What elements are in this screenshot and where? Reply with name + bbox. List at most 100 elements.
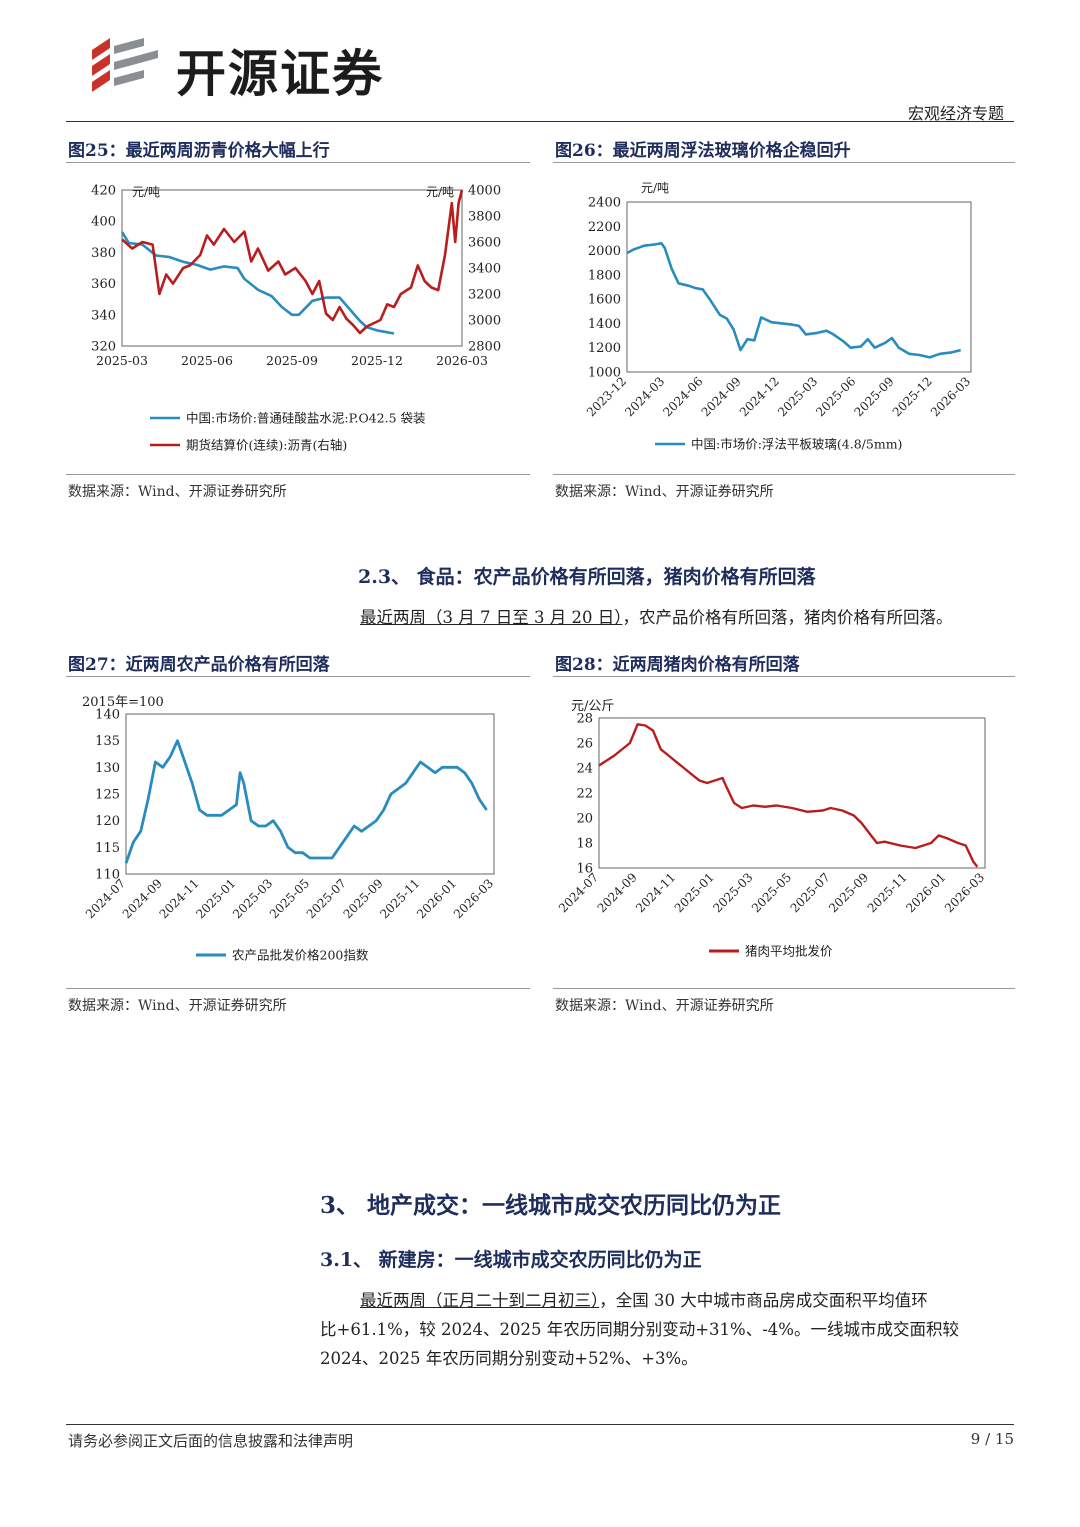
fig26-x-tick-4: 2024-12 — [737, 374, 782, 419]
fig25-source: 数据来源：Wind、开源证券研究所 — [68, 484, 287, 500]
fig25-left-tick-2: 360 — [91, 277, 116, 292]
fig28-plot-frame — [598, 717, 986, 869]
report-type-label: 宏观经济专题 — [907, 104, 1004, 123]
fig28-y-tick-1: 18 — [576, 837, 593, 852]
fig26-y-tick-6: 2200 — [588, 220, 621, 235]
fig25-left-tick-1: 340 — [91, 308, 116, 323]
fig25-left-tick-3: 380 — [91, 246, 116, 261]
fig27-y-tick-4: 130 — [95, 761, 120, 776]
fig28-y-tick-3: 22 — [576, 787, 593, 802]
fig27-x-tick-6: 2025-07 — [304, 876, 349, 921]
fig28-x-tick-0: 2024-07 — [556, 870, 601, 915]
fig26-legend-glass-label: 中国:市场价:浮法平板玻璃(4.8/5mm) — [691, 437, 902, 452]
fig27-x-tick-10: 2026-03 — [451, 876, 496, 921]
fig25-right-unit: 元/吨 — [426, 185, 454, 199]
section-2-3-text: ，农产品价格有所回落，猪肉价格有所回落。 — [622, 608, 953, 627]
fig25-right-tick-5: 3800 — [468, 210, 501, 225]
fig26-x-tick-8: 2025-12 — [890, 374, 935, 419]
fig28-chart: 元/公斤161820222426282024-072024-092024-112… — [556, 699, 987, 959]
fig28-x-tick-6: 2025-07 — [788, 870, 833, 915]
fig27-source-rule — [66, 988, 530, 989]
fig26-y-tick-7: 2400 — [588, 196, 621, 211]
page-number: 9 / 15 — [970, 1430, 1014, 1448]
fig27-x-tick-4: 2025-03 — [230, 876, 275, 921]
fig26-y-tick-3: 1600 — [588, 293, 621, 308]
fig27-x-tick-1: 2024-09 — [120, 876, 165, 921]
fig26-x-tick-9: 2026-03 — [928, 374, 973, 419]
fig27-x-tick-3: 2025-01 — [193, 876, 238, 921]
fig26-plot-frame — [626, 201, 972, 373]
fig25-right-tick-6: 4000 — [468, 184, 501, 199]
fig26-series-glass — [626, 242, 962, 359]
brand-name: 开源证券 — [176, 45, 384, 103]
fig28-x-tick-7: 2025-09 — [826, 870, 871, 915]
fig26-x-tick-0: 2023-12 — [584, 374, 629, 419]
fig25-legend-cement-label: 中国:市场价:普通硅酸盐水泥:P.O42.5 袋装 — [186, 411, 426, 426]
section-3-1-line-1-text: ，全国 30 大中城市商品房成交面积平均值环 — [599, 1291, 928, 1310]
fig25-x-tick-4: 2026-03 — [436, 353, 488, 368]
section-3-1-paragraph: 最近两周（正月二十到二月初三），全国 30 大中城市商品房成交面积平均值环 比+… — [320, 1286, 1020, 1373]
fig26-source-rule — [553, 474, 1015, 475]
fig27-title: 图27：近两周农产品价格有所回落 — [68, 655, 330, 675]
fig27-x-tick-2: 2024-11 — [157, 876, 202, 921]
section-3-1-line-1: 最近两周（正月二十到二月初三），全国 30 大中城市商品房成交面积平均值环 — [320, 1286, 1020, 1315]
fig25-left-tick-4: 400 — [91, 215, 116, 230]
fig27-source: 数据来源：Wind、开源证券研究所 — [68, 998, 287, 1014]
fig25-series-asphalt — [121, 189, 464, 335]
fig25-source-rule — [66, 474, 530, 475]
fig28-x-tick-2: 2024-11 — [633, 870, 678, 915]
fig27-x-tick-5: 2025-05 — [267, 876, 312, 921]
section-3-heading: 3、 地产成交：一线城市成交农历同比仍为正 — [320, 1192, 782, 1219]
fig25-series-cement — [120, 231, 395, 335]
header-rule — [66, 121, 1014, 122]
fig28-series-pork — [598, 723, 979, 868]
fig26-x-tick-7: 2025-09 — [852, 374, 897, 419]
fig28-legend-pork-label: 猪肉平均批发价 — [745, 944, 833, 959]
fig28-y-tick-2: 20 — [576, 812, 593, 827]
fig27-x-tick-9: 2026-01 — [414, 876, 459, 921]
fig27-plot-frame — [125, 713, 495, 875]
fig27-unit: 2015年=100 — [82, 695, 164, 710]
fig27-y-tick-1: 115 — [95, 841, 120, 856]
fig25-title: 图25：最近两周沥青价格大幅上行 — [68, 141, 330, 161]
fig28-x-tick-10: 2026-03 — [942, 870, 987, 915]
fig25-title-rule — [66, 162, 530, 163]
fig25-legend-asphalt-label: 期货结算价(连续):沥青(右轴) — [186, 438, 347, 453]
fig26-x-tick-2: 2024-06 — [660, 374, 705, 419]
fig25-right-tick-1: 3000 — [468, 314, 501, 329]
fig27-legend-agri-label: 农产品批发价格200指数 — [232, 948, 369, 963]
footer-disclaimer: 请务必参阅正文后面的信息披露和法律声明 — [68, 1432, 354, 1450]
fig25-left-tick-0: 320 — [91, 340, 116, 355]
section-2-3-paragraph: 最近两周（3 月 7 日至 3 月 20 日），农产品价格有所回落，猪肉价格有所… — [360, 603, 952, 632]
fig27-chart: 2015年=1001101151201251301351402024-07202… — [82, 695, 496, 963]
section-3-1-heading: 3.1、 新建房：一线城市成交农历同比仍为正 — [320, 1249, 702, 1271]
fig26-title-rule — [553, 162, 1015, 163]
fig26-y-tick-4: 1800 — [588, 268, 621, 283]
fig28-x-tick-1: 2024-09 — [595, 870, 640, 915]
fig27-y-tick-0: 110 — [95, 868, 120, 883]
fig28-x-tick-5: 2025-05 — [749, 870, 794, 915]
fig25-plot-frame — [121, 189, 463, 347]
section-3-1-period: 最近两周（正月二十到二月初三） — [360, 1291, 600, 1310]
fig26-chart: 元/吨 1000 1200 1400 1600 1800 2000 2200 2400 2023-… — [584, 181, 973, 452]
fig26-unit: 元/吨 — [641, 181, 669, 195]
section-2-3-period: 最近两周（3 月 7 日至 3 月 20 日） — [360, 608, 623, 627]
fig26-source: 数据来源：Wind、开源证券研究所 — [555, 484, 774, 500]
fig25-x-tick-1: 2025-06 — [181, 353, 233, 368]
fig28-y-tick-0: 16 — [576, 862, 593, 877]
fig26-x-tick-6: 2025-06 — [813, 374, 858, 419]
company-logo — [88, 32, 168, 96]
fig25-right-tick-3: 3400 — [468, 262, 501, 277]
fig25-x-tick-3: 2025-12 — [351, 353, 403, 368]
fig26-y-tick-5: 2000 — [588, 244, 621, 259]
fig26-x-tick-5: 2025-03 — [775, 374, 820, 419]
fig28-x-tick-4: 2025-03 — [710, 870, 755, 915]
fig26-x-tick-3: 2024-09 — [699, 374, 744, 419]
fig25-right-tick-0: 2800 — [468, 340, 501, 355]
logo-icon — [92, 38, 158, 92]
fig27-x-tick-7: 2025-09 — [341, 876, 386, 921]
section-3-1-line-3: 2024、2025 年农历同期分别变动+52%、+3%。 — [320, 1349, 698, 1368]
fig25-right-tick-2: 3200 — [468, 288, 501, 303]
fig26-x-tick-1: 2024-03 — [622, 374, 667, 419]
fig27-x-tick-0: 2024-07 — [83, 876, 128, 921]
